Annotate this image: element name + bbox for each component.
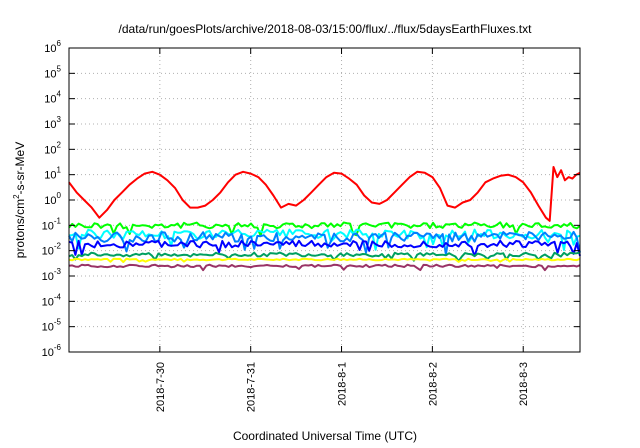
- y-tick-label: 10-1: [42, 216, 62, 232]
- x-tick-label: 2018-7-30: [155, 362, 167, 412]
- grid: [69, 48, 580, 352]
- y-tick-label: 10-3: [42, 267, 62, 283]
- y-tick-label: 10-2: [42, 242, 62, 258]
- series-line-1: [68, 166, 581, 222]
- y-axis-label: protons/cm2-s-sr-MeV: [12, 142, 27, 258]
- x-tick-label: 2018-8-1: [337, 362, 349, 406]
- y-tick-label: 10-6: [42, 343, 62, 359]
- y-tick-label: 102: [44, 140, 61, 156]
- x-tick-label: 2018-8-3: [518, 362, 530, 406]
- y-tick-label: 104: [44, 90, 61, 106]
- y-tick-label: 105: [44, 64, 61, 80]
- series-line-3: [68, 228, 581, 251]
- y-axis-label-main: protons/cm: [13, 199, 27, 258]
- series-line-7: [68, 257, 581, 263]
- y-tick-label: 10-4: [42, 292, 62, 308]
- x-axis-label: Coordinated Universal Time (UTC): [233, 429, 417, 443]
- x-tick-label: 2018-7-31: [246, 362, 258, 412]
- x-axis: 2018-7-30 2018-7-31 2018-8-1 2018-8-2 2018-8…: [155, 48, 530, 412]
- y-tick-label: 100: [44, 191, 61, 207]
- series-line-6: [68, 251, 581, 263]
- series-line-5: [68, 239, 581, 258]
- x-tick-label: 2018-8-2: [427, 362, 439, 406]
- y-axis: 10-6 10-5 10-4 10-3 10-2 10-1 100 101 102 103 104 1…: [42, 39, 580, 359]
- series-line-8: [68, 263, 581, 272]
- y-axis-label-tail: -s-sr-MeV: [13, 142, 27, 195]
- chart-title: /data/run/goesPlots/archive/2018-08-03/1…: [119, 22, 533, 36]
- y-tick-label: 106: [44, 39, 61, 55]
- plot-area: [68, 166, 581, 272]
- y-tick-label: 103: [44, 115, 61, 131]
- series-line-2: [68, 221, 581, 237]
- y-tick-label: 10-5: [42, 318, 62, 334]
- y-axis-label-sup: 2: [12, 194, 21, 199]
- series-line-4: [68, 230, 581, 256]
- y-tick-label: 101: [44, 166, 61, 182]
